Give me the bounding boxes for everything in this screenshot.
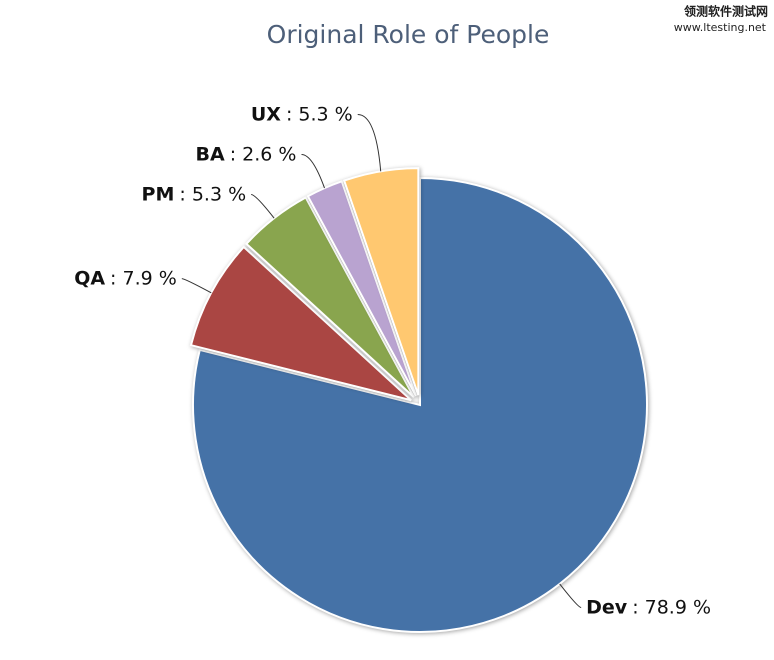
- pie-slice: [192, 176, 648, 633]
- label-name: Dev: [586, 596, 628, 618]
- label-name: PM: [142, 183, 175, 205]
- pie-slice: [342, 167, 420, 396]
- label-value: : 78.9 %: [632, 596, 711, 618]
- pie-slice: [245, 196, 415, 398]
- label-connector: [251, 194, 275, 219]
- watermark-name: 领测软件测试网: [684, 4, 768, 19]
- label-value: : 5.3 %: [179, 183, 246, 205]
- data-label: BA: 2.6 %: [196, 143, 297, 165]
- label-value: : 7.9 %: [110, 267, 177, 289]
- label-connector: [357, 114, 382, 172]
- data-label: UX: 5.3 %: [251, 103, 353, 125]
- data-label: Dev: 78.9 %: [586, 596, 711, 618]
- label-value: : 5.3 %: [286, 103, 353, 125]
- label-name: QA: [74, 267, 105, 289]
- data-label: QA: 7.9 %: [74, 267, 177, 289]
- data-label: PM: 5.3 %: [142, 183, 247, 205]
- label-connector: [181, 278, 212, 294]
- label-connector: [559, 583, 582, 609]
- pie-slice: [189, 245, 412, 402]
- label-name: UX: [251, 103, 281, 125]
- watermark-url: www.ltesting.net: [674, 21, 767, 34]
- label-value: : 2.6 %: [230, 143, 297, 165]
- label-connector: [301, 154, 325, 189]
- label-name: BA: [196, 143, 225, 165]
- chart-title: Original Role of People: [267, 20, 550, 49]
